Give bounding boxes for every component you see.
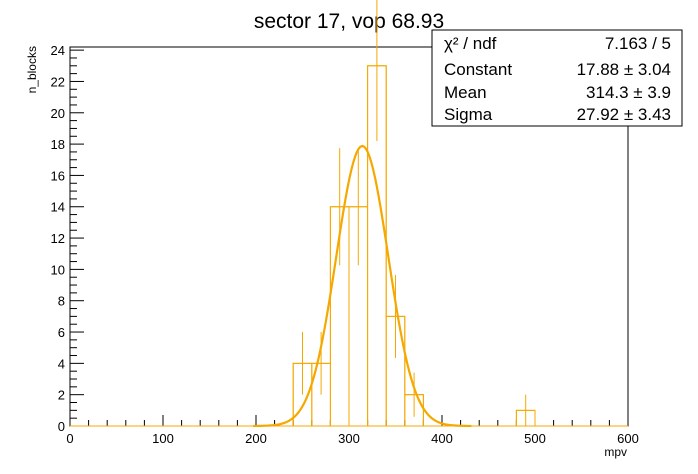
stats-value-mean: 314.3 ± 3.9 — [586, 83, 671, 102]
y-tick-label: 16 — [51, 168, 65, 183]
stats-value-sigma: 27.92 ± 3.43 — [577, 105, 671, 124]
y-tick-label: 12 — [51, 231, 65, 246]
y-tick-label: 2 — [58, 388, 65, 403]
x-tick-label: 500 — [524, 431, 546, 446]
y-tick-label: 24 — [51, 43, 65, 58]
stats-value-constant: 17.88 ± 3.04 — [577, 60, 671, 79]
stats-label-chi2: χ² / ndf — [444, 34, 497, 53]
y-tick-label: 8 — [58, 294, 65, 309]
x-tick-label: 0 — [66, 431, 73, 446]
y-tick-label: 0 — [58, 419, 65, 434]
stats-box: χ² / ndf 7.163 / 5 Constant 17.88 ± 3.04… — [431, 29, 683, 127]
chart-title: sector 17, vop 68.93 — [254, 10, 444, 33]
y-tick-label: 4 — [58, 356, 65, 371]
y-tick-label: 18 — [51, 137, 65, 152]
stats-label-mean: Mean — [444, 83, 487, 102]
stats-value-chi2: 7.163 / 5 — [605, 34, 671, 53]
stats-label-constant: Constant — [444, 60, 512, 79]
x-tick-label: 600 — [617, 431, 639, 446]
y-tick-label: 22 — [51, 74, 65, 89]
y-tick-label: 20 — [51, 106, 65, 121]
y-tick-label: 10 — [51, 262, 65, 277]
x-axis: 0 100 200 300 400 500 600 — [66, 415, 639, 446]
x-tick-label: 100 — [152, 431, 174, 446]
y-tick-label: 6 — [58, 325, 65, 340]
x-tick-label: 200 — [245, 431, 267, 446]
gaussian-fit-curve — [253, 144, 472, 428]
x-tick-label: 400 — [431, 431, 453, 446]
stats-label-sigma: Sigma — [444, 105, 493, 124]
y-tick-label: 14 — [51, 200, 65, 215]
x-tick-label: 300 — [338, 431, 360, 446]
x-axis-label: mpv — [604, 445, 627, 459]
y-axis-label: n_blocks — [25, 46, 39, 93]
